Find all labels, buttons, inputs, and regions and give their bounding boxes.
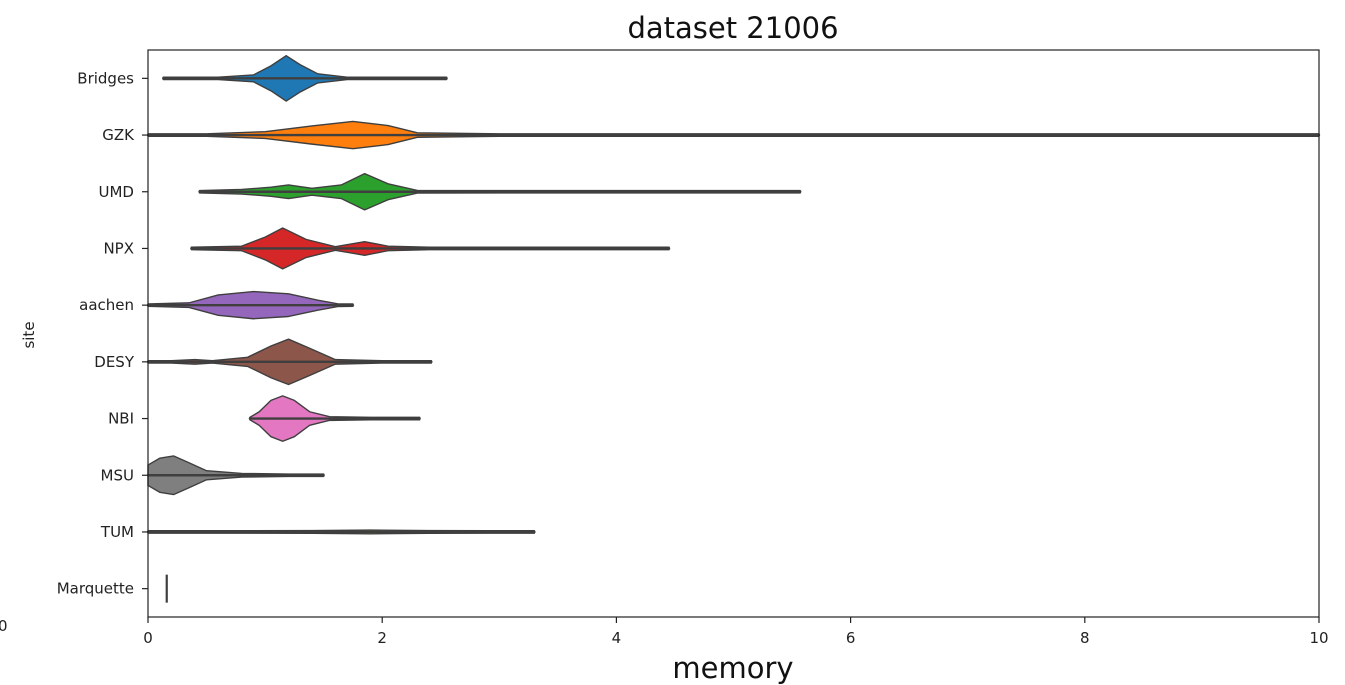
violin-aachen — [146, 290, 355, 320]
violin-umd — [198, 172, 802, 211]
y-tick-label: NBI — [108, 410, 134, 428]
y-tick-label: MSU — [101, 466, 134, 484]
y-axis-label: site — [20, 321, 38, 348]
stray-tick-label: 0 — [0, 617, 8, 635]
x-tick-label: 4 — [612, 629, 622, 647]
x-axis-ticks: 0 2 4 6 8 10 — [143, 617, 1329, 647]
x-tick-label: 2 — [377, 629, 387, 647]
violin-gzk — [146, 120, 1321, 150]
violin-tum — [146, 529, 536, 535]
violin-bridges — [162, 54, 448, 102]
plot-frame — [147, 49, 1320, 618]
x-tick-label: 0 — [143, 629, 153, 647]
y-axis-ticks: Bridges GZK UMD NPX aachen DESY NBI MSU TUM Marqu… — [57, 69, 148, 598]
y-tick-label: aachen — [79, 296, 134, 314]
y-tick-label: Bridges — [77, 69, 134, 87]
y-tick-label: UMD — [99, 183, 134, 201]
y-tick-label: Marquette — [57, 580, 134, 598]
x-tick-label: 6 — [846, 629, 856, 647]
y-tick-label: DESY — [94, 353, 135, 371]
x-tick-label: 8 — [1080, 629, 1090, 647]
x-axis-label: memory — [672, 651, 793, 685]
x-tick-label: 10 — [1309, 629, 1328, 647]
violin-desy — [146, 338, 433, 386]
y-tick-label: GZK — [102, 126, 135, 144]
violin-npx — [190, 227, 671, 270]
violin-nbi — [248, 395, 421, 442]
y-tick-label: TUM — [100, 523, 134, 541]
violin-msu — [146, 455, 325, 496]
chart-title: dataset 21006 — [627, 11, 838, 45]
y-tick-label: NPX — [103, 239, 134, 257]
violin-group — [146, 54, 1321, 603]
